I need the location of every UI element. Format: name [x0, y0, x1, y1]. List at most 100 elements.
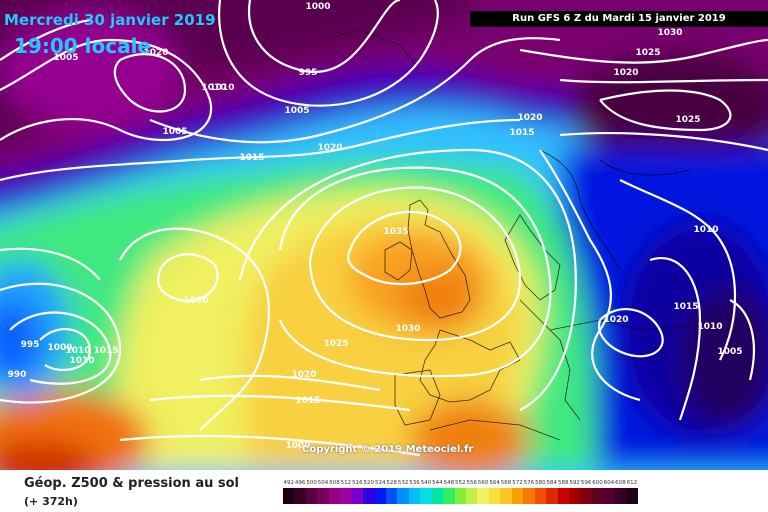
scale-swatch: [568, 488, 581, 504]
scale-value: 608: [615, 480, 626, 486]
scale-value: 600: [592, 480, 603, 486]
isobar-label: 1020: [603, 315, 628, 325]
scale-swatch: [546, 488, 558, 504]
isobar-label: 1015: [239, 153, 264, 163]
isobar-label: 1015: [509, 128, 534, 138]
scale-value: 544: [432, 480, 443, 486]
scale-step: 508: [328, 478, 341, 508]
scale-swatch: [580, 488, 592, 504]
scale-step: 584: [546, 478, 558, 508]
scale-step: 544: [431, 478, 444, 508]
scale-swatch: [283, 488, 295, 504]
isobar-label: 1025: [635, 48, 660, 58]
scale-swatch: [591, 488, 604, 504]
scale-value: 540: [420, 480, 432, 486]
scale-value: 492: [283, 480, 294, 486]
scale-value: 596: [580, 480, 592, 486]
scale-swatch: [305, 488, 318, 504]
isobar-label: 1015: [93, 346, 118, 356]
isobar-label: 1030: [183, 296, 208, 306]
scale-step: 536: [408, 478, 421, 508]
scale-value: 536: [409, 480, 420, 486]
scale-step: 548: [443, 478, 455, 508]
scale-value: 496: [294, 480, 306, 486]
scale-value: 516: [352, 480, 363, 486]
scale-step: 496: [294, 478, 306, 508]
scale-swatch: [397, 488, 409, 504]
scale-step: 600: [591, 478, 604, 508]
scale-value: 560: [477, 480, 489, 486]
scale-value: 592: [569, 480, 580, 486]
scale-step: 504: [317, 478, 329, 508]
scale-step: 528: [385, 478, 398, 508]
forecast-time: 19:00 locale: [14, 34, 151, 58]
scale-value: 548: [443, 480, 455, 486]
scale-swatch: [374, 488, 386, 504]
color-scale: 492 496 500 504 508 512 516 520 524 528 532 536 540 5…: [283, 478, 638, 508]
isobar-label: 1020: [613, 68, 638, 78]
scale-value: 580: [535, 480, 546, 486]
scale-step: 580: [534, 478, 547, 508]
isobar-label: 1010: [697, 322, 722, 332]
isobar-label: 1005: [162, 127, 187, 137]
scale-swatch: [511, 488, 524, 504]
scale-step: 608: [614, 478, 627, 508]
scale-step: 540: [420, 478, 432, 508]
isobar-label: 1010: [209, 83, 234, 93]
isobar-labels: 1000 1005 1020 1010 995 1005 1005 1015 1020 1030 1…: [8, 2, 743, 451]
scale-swatch: [351, 488, 364, 504]
scale-value: 556: [466, 480, 477, 486]
scale-step: 568: [500, 478, 512, 508]
scale-step: 524: [374, 478, 386, 508]
scale-step: 520: [363, 478, 375, 508]
legend-title: Géop. Z500 & pression au sol: [24, 476, 239, 491]
isobar-label: 1015: [295, 396, 320, 406]
scale-value: 612: [626, 480, 638, 486]
isobar-label: 1020: [317, 143, 342, 153]
scale-step: 576: [523, 478, 535, 508]
scale-step: 560: [477, 478, 489, 508]
isobar-label: 1000: [285, 441, 310, 451]
scale-swatch: [488, 488, 501, 504]
scale-swatch: [443, 488, 455, 504]
isobar-label: 1015: [673, 302, 698, 312]
isobar-label: 1020: [291, 370, 316, 380]
isobar-label: 1010: [69, 356, 94, 366]
scale-value: 564: [489, 480, 500, 486]
scale-value: 500: [306, 480, 317, 486]
weather-map: 1000 1005 1020 1010 995 1005 1005 1015 1020 1030 1…: [0, 0, 768, 470]
isobars: [0, 0, 768, 455]
isobar-label: 1010: [693, 225, 718, 235]
isobar-label: 1005: [717, 347, 742, 357]
isobar-label: 1010: [201, 83, 226, 93]
isobar-label: 1000: [47, 343, 72, 353]
isobar-label: 990: [8, 370, 27, 380]
legend-subtitle: (+ 372h): [24, 495, 78, 508]
scale-swatch: [614, 488, 627, 504]
scale-step: 516: [351, 478, 364, 508]
scale-swatch: [431, 488, 444, 504]
scale-swatch: [385, 488, 398, 504]
scale-step: 552: [454, 478, 466, 508]
scale-value: 508: [329, 480, 340, 486]
isobar-label: 1030: [395, 324, 420, 334]
scale-swatch: [523, 488, 535, 504]
scale-value: 512: [340, 480, 352, 486]
copyright-text: Copyright © 2019 Meteociel.fr: [302, 444, 474, 455]
scale-step: 564: [488, 478, 501, 508]
scale-swatch: [454, 488, 466, 504]
scale-step: 604: [603, 478, 615, 508]
scale-step: 596: [580, 478, 592, 508]
scale-swatch: [557, 488, 569, 504]
scale-step: 612: [626, 478, 638, 508]
isobar-label: 1035: [383, 227, 408, 237]
scale-value: 528: [386, 480, 397, 486]
scale-value: 532: [397, 480, 409, 486]
scale-value: 504: [317, 480, 329, 486]
isobar-label: 995: [21, 340, 40, 350]
isobar-label: 1010: [65, 346, 90, 356]
scale-value: 568: [500, 480, 512, 486]
scale-swatch: [603, 488, 615, 504]
scale-step: 500: [305, 478, 318, 508]
forecast-date: Mercredi 30 janvier 2019: [4, 11, 216, 29]
